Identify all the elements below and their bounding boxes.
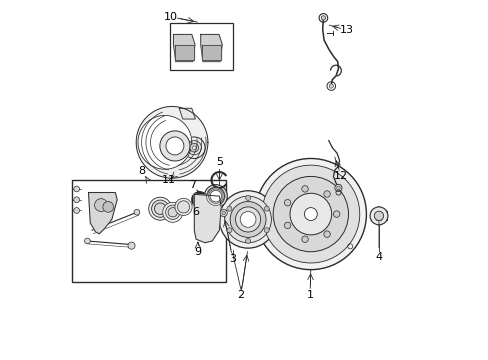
Circle shape bbox=[273, 176, 348, 252]
Polygon shape bbox=[136, 107, 207, 178]
Circle shape bbox=[154, 203, 165, 215]
Text: 8: 8 bbox=[139, 166, 145, 176]
Circle shape bbox=[74, 208, 80, 213]
Circle shape bbox=[226, 206, 231, 211]
Circle shape bbox=[207, 188, 224, 205]
Circle shape bbox=[190, 143, 198, 152]
Circle shape bbox=[177, 201, 189, 213]
Circle shape bbox=[289, 193, 331, 235]
Text: 13: 13 bbox=[339, 25, 353, 35]
Circle shape bbox=[204, 185, 227, 208]
Circle shape bbox=[284, 222, 290, 229]
Circle shape bbox=[240, 212, 255, 227]
Circle shape bbox=[210, 190, 221, 202]
Circle shape bbox=[284, 199, 290, 206]
Text: 11: 11 bbox=[162, 175, 176, 185]
Circle shape bbox=[220, 210, 227, 217]
Text: 5: 5 bbox=[216, 157, 223, 167]
Text: 6: 6 bbox=[191, 207, 199, 217]
Circle shape bbox=[245, 195, 250, 201]
Circle shape bbox=[336, 186, 340, 190]
Polygon shape bbox=[194, 194, 221, 243]
Circle shape bbox=[245, 238, 250, 243]
Circle shape bbox=[321, 16, 325, 20]
Circle shape bbox=[226, 228, 231, 233]
Circle shape bbox=[230, 202, 265, 237]
Circle shape bbox=[373, 211, 383, 221]
Circle shape bbox=[255, 158, 366, 270]
Circle shape bbox=[301, 236, 307, 242]
Circle shape bbox=[304, 208, 317, 221]
Circle shape bbox=[301, 186, 307, 192]
Circle shape bbox=[74, 197, 80, 203]
Polygon shape bbox=[138, 116, 191, 169]
Circle shape bbox=[128, 242, 135, 249]
Text: 4: 4 bbox=[375, 252, 382, 262]
Circle shape bbox=[235, 207, 260, 232]
Polygon shape bbox=[174, 45, 194, 60]
Circle shape bbox=[160, 131, 190, 161]
Circle shape bbox=[175, 198, 192, 216]
Circle shape bbox=[224, 196, 271, 243]
Text: 7: 7 bbox=[189, 180, 196, 190]
Circle shape bbox=[163, 202, 183, 222]
Polygon shape bbox=[202, 45, 221, 60]
Circle shape bbox=[102, 202, 113, 212]
Text: 10: 10 bbox=[163, 12, 178, 22]
Text: 12: 12 bbox=[334, 171, 347, 181]
Text: 2: 2 bbox=[237, 290, 244, 300]
Circle shape bbox=[264, 206, 269, 211]
Circle shape bbox=[192, 146, 196, 149]
Circle shape bbox=[333, 211, 339, 217]
Circle shape bbox=[323, 231, 330, 237]
Circle shape bbox=[334, 184, 341, 192]
Circle shape bbox=[262, 165, 359, 263]
Polygon shape bbox=[88, 193, 117, 234]
Circle shape bbox=[165, 137, 183, 155]
Circle shape bbox=[151, 200, 168, 217]
Circle shape bbox=[134, 210, 140, 215]
Circle shape bbox=[187, 140, 201, 155]
Circle shape bbox=[94, 199, 107, 212]
Circle shape bbox=[74, 186, 80, 192]
Polygon shape bbox=[173, 35, 195, 62]
Circle shape bbox=[165, 205, 180, 220]
Bar bbox=[169, 23, 232, 69]
Text: 9: 9 bbox=[194, 247, 201, 257]
Circle shape bbox=[183, 137, 204, 158]
Text: 3: 3 bbox=[229, 254, 236, 264]
Circle shape bbox=[148, 197, 171, 220]
Polygon shape bbox=[179, 108, 195, 119]
Circle shape bbox=[328, 84, 333, 88]
Circle shape bbox=[264, 228, 269, 233]
Circle shape bbox=[84, 238, 90, 244]
Circle shape bbox=[219, 191, 276, 248]
Polygon shape bbox=[201, 35, 222, 62]
Bar bbox=[72, 180, 225, 282]
Circle shape bbox=[168, 208, 177, 217]
Circle shape bbox=[369, 207, 387, 225]
Circle shape bbox=[323, 191, 330, 197]
Text: 1: 1 bbox=[306, 290, 313, 300]
Circle shape bbox=[222, 211, 225, 215]
